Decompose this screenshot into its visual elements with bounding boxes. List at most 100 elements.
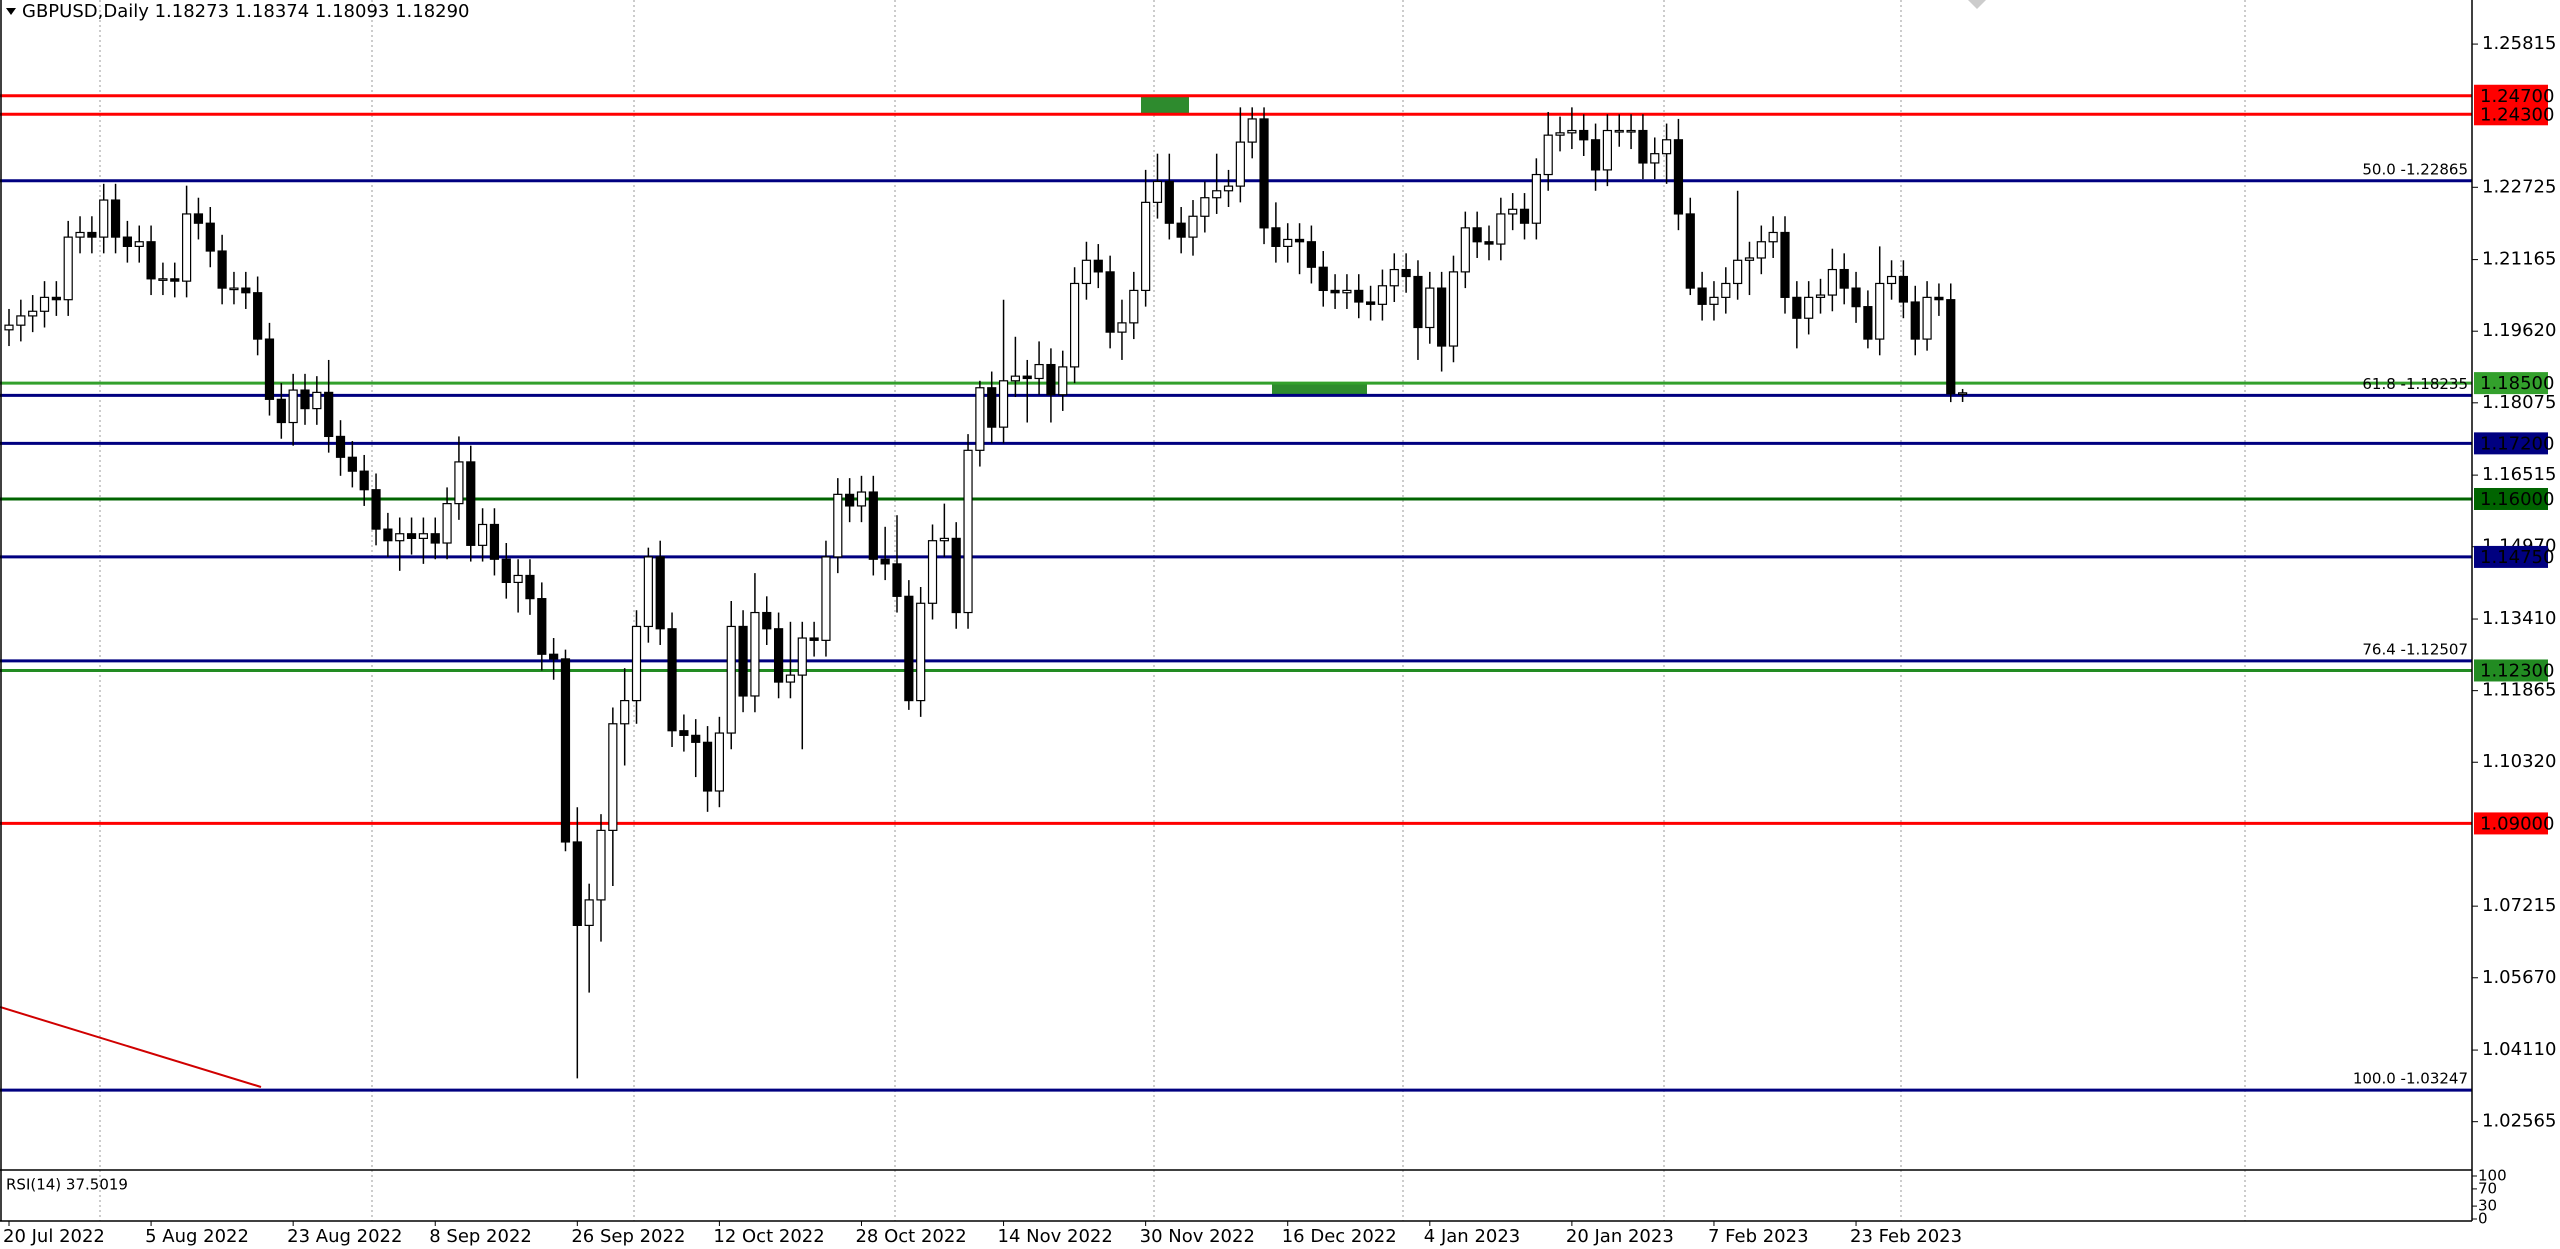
- candle-body: [146, 241, 156, 280]
- candle-body: [880, 558, 890, 565]
- candle-body: [572, 841, 582, 926]
- y-tick-label: 1.25815: [2482, 33, 2556, 54]
- candle-body: [691, 734, 701, 743]
- candle-body: [1602, 129, 1613, 171]
- candle-body: [608, 723, 618, 831]
- candle-body: [1117, 322, 1127, 333]
- y-tick-label: 1.10320: [2482, 751, 2556, 772]
- candle-body: [1093, 259, 1103, 273]
- y-tick-label: 1.13410: [2482, 608, 2556, 629]
- candle-body: [1709, 296, 1719, 305]
- candle-body: [253, 292, 263, 340]
- price-label-box: [2474, 659, 2548, 682]
- candle-body: [1756, 241, 1766, 259]
- candle-body: [655, 556, 665, 630]
- candle-body: [1413, 275, 1423, 329]
- candle-body: [845, 493, 855, 507]
- candle-body: [1531, 173, 1541, 224]
- candle-body: [679, 730, 689, 736]
- y-tick-label: 1.11865: [2482, 680, 2556, 701]
- candle-body: [39, 296, 50, 312]
- chart-title: GBPUSD,Daily 1.18273 1.18374 1.18093 1.1…: [22, 1, 470, 22]
- candle-body: [1768, 231, 1778, 243]
- candle-body: [501, 558, 511, 584]
- candle-body: [193, 213, 204, 224]
- candle-body: [987, 387, 997, 428]
- candle-body: [16, 315, 26, 326]
- candle-body: [856, 491, 867, 507]
- candle-body: [1271, 227, 1281, 247]
- candle-body: [1247, 118, 1257, 143]
- y-tick-label: 1.02565: [2482, 1111, 2556, 1132]
- x-tick-label: 7 Feb 2023: [1708, 1226, 1809, 1247]
- candle-body: [1922, 296, 1932, 340]
- candle-body: [1792, 296, 1802, 319]
- candle-body: [1377, 285, 1388, 305]
- price-label-box: [2474, 372, 2548, 395]
- candle-body: [28, 310, 38, 317]
- candle-body: [1141, 201, 1151, 292]
- candle-body: [1437, 287, 1447, 347]
- menu-arrow[interactable]: [6, 8, 16, 15]
- y-tick-label: 1.07215: [2482, 895, 2556, 916]
- price-label: 1.16000: [2480, 489, 2554, 510]
- candle-body: [667, 628, 677, 732]
- candle-body: [1069, 282, 1080, 368]
- fib-label: 76.4 -1.12507: [2362, 640, 2468, 658]
- candle-body: [158, 278, 168, 281]
- vertical-grid: [99, 0, 2246, 1221]
- candle-body: [335, 435, 346, 458]
- candle-body: [1744, 257, 1755, 261]
- candle-body: [833, 493, 843, 558]
- indicator-tick-label: 0: [2478, 1210, 2488, 1228]
- x-tick-label: 8 Sep 2022: [429, 1226, 532, 1247]
- candle-body: [702, 741, 713, 792]
- candle-body: [821, 556, 831, 641]
- zone: [1141, 96, 1189, 114]
- candle-body: [75, 231, 85, 238]
- indicator-tick-label: 30: [2478, 1197, 2497, 1215]
- candle-body: [110, 199, 121, 238]
- price-label-box: [2474, 487, 2548, 510]
- candle-body: [478, 523, 488, 546]
- price-label: 1.09000: [2480, 813, 2554, 834]
- candle-body: [406, 533, 417, 539]
- candle-body: [1425, 287, 1435, 329]
- candle-body: [1661, 139, 1672, 155]
- candle-body: [809, 637, 819, 641]
- x-tick-label: 12 Oct 2022: [713, 1226, 824, 1247]
- candle-body: [1804, 296, 1814, 319]
- candle-body: [1046, 363, 1056, 396]
- x-tick-label: 23 Aug 2022: [287, 1226, 402, 1247]
- candle-body: [122, 236, 133, 247]
- candle-body: [1259, 118, 1269, 229]
- candle-body: [1022, 375, 1032, 380]
- candle-body: [1306, 241, 1317, 268]
- candle-body: [347, 456, 357, 472]
- candle-body: [205, 222, 215, 252]
- candle-body: [1200, 197, 1210, 217]
- candle-body: [1330, 289, 1340, 294]
- candle-body: [1567, 129, 1577, 134]
- candle-body: [99, 199, 109, 238]
- candle-body: [584, 899, 594, 926]
- candle-body: [1910, 301, 1920, 340]
- candle-body: [1721, 282, 1731, 298]
- candle-body: [1081, 259, 1092, 285]
- candle-body: [300, 389, 310, 410]
- candle-body: [1934, 296, 1944, 301]
- candle-body: [63, 236, 73, 301]
- candle-body: [1815, 294, 1826, 298]
- price-label-box: [2474, 432, 2548, 455]
- candle-body: [1650, 153, 1660, 164]
- candle-body: [1946, 299, 1956, 395]
- candle-body: [1898, 275, 1909, 303]
- candle-body: [1685, 213, 1695, 289]
- candle-body: [430, 533, 440, 544]
- x-tick-label: 28 Oct 2022: [855, 1226, 966, 1247]
- x-tick-label: 14 Nov 2022: [998, 1226, 1113, 1247]
- candle-body: [1460, 227, 1470, 273]
- candle-body: [1626, 129, 1636, 133]
